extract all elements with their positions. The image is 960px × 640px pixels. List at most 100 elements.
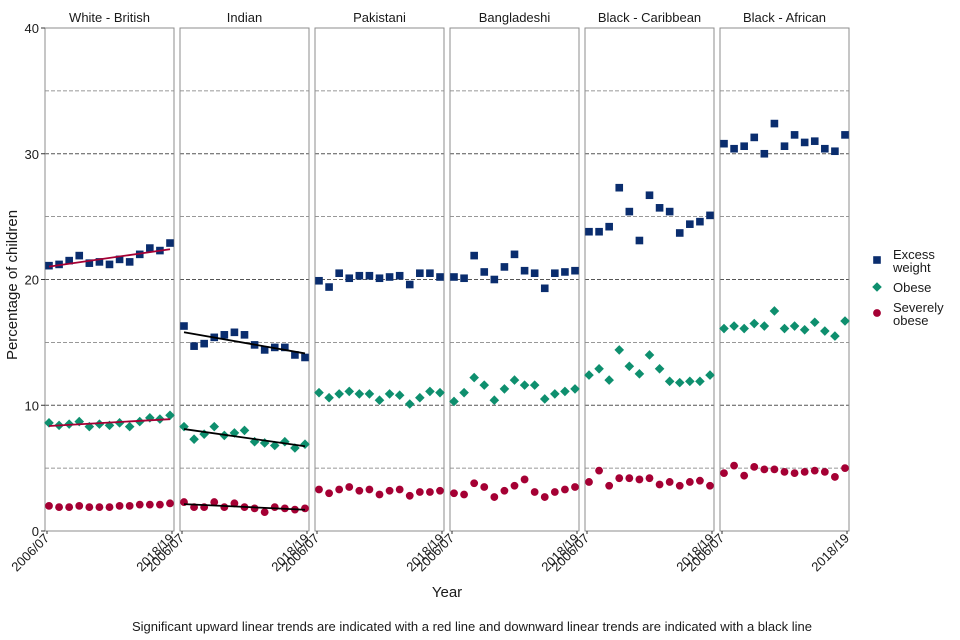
obese-point	[499, 384, 510, 394]
severe-point	[345, 483, 354, 491]
excess-point	[706, 211, 714, 220]
excess-point	[416, 269, 424, 278]
excess-point	[436, 273, 444, 281]
excess-point	[345, 274, 354, 283]
obese-point	[759, 321, 770, 331]
panel-border	[449, 27, 580, 532]
legend: Excess weight Obese Severely obese	[872, 247, 944, 328]
excess-point	[696, 217, 704, 226]
severe-point	[605, 481, 614, 490]
excess-point	[551, 269, 559, 278]
obese-point	[674, 377, 685, 388]
severe-point	[645, 474, 654, 483]
excess-point	[395, 271, 404, 280]
excess-point	[405, 280, 414, 289]
severe-point	[156, 500, 164, 509]
obese-point	[229, 428, 240, 438]
excess-point	[45, 261, 53, 270]
excess-point	[315, 276, 323, 285]
obese-point	[364, 389, 375, 399]
excess-point	[585, 227, 593, 236]
obese-point	[239, 425, 250, 436]
excess-point	[460, 274, 468, 283]
panel-border	[719, 27, 850, 532]
excess-point	[105, 260, 114, 269]
legend-label: Severely obese	[893, 300, 944, 328]
severe-point	[385, 486, 394, 495]
panel-title: Indian	[227, 10, 262, 25]
excess-point	[325, 283, 333, 291]
excess-point	[365, 271, 374, 280]
severe-point	[125, 501, 134, 510]
excess-point	[480, 268, 489, 276]
severe-point	[365, 485, 374, 494]
legend-label: Obese	[893, 280, 931, 295]
severe-trend-line	[183, 503, 306, 511]
excess-point	[831, 147, 839, 156]
obese-point	[584, 370, 594, 380]
severe-point	[436, 486, 444, 495]
obese-point	[290, 443, 300, 453]
excess-point	[355, 271, 364, 280]
excess-point	[385, 273, 394, 281]
excess-point	[281, 343, 289, 352]
severe-point	[426, 488, 434, 496]
obese-point	[789, 321, 800, 331]
excess-point	[301, 353, 309, 362]
severe-point	[675, 481, 684, 490]
excess-point	[561, 268, 569, 276]
obese-point	[624, 361, 635, 372]
obese-point	[354, 389, 365, 399]
severe-point	[315, 485, 323, 494]
excess-point	[635, 236, 644, 245]
obese-point	[779, 323, 790, 334]
obese-point	[394, 390, 405, 400]
obese-legend-key	[872, 282, 882, 292]
severe-point	[460, 490, 468, 499]
severe-point	[550, 488, 559, 496]
obese-point	[830, 331, 840, 341]
severe-point	[595, 466, 603, 475]
excess-point	[65, 256, 73, 265]
y-tick-label: 40	[25, 21, 39, 36]
obese-point	[459, 387, 469, 398]
excess-point	[750, 133, 759, 142]
panel-title: Bangladeshi	[479, 10, 551, 25]
severe-point	[625, 474, 634, 483]
excess-point	[615, 183, 624, 192]
panel-border	[584, 27, 715, 532]
severe-point	[75, 501, 84, 510]
excess-point	[335, 269, 343, 278]
obese-point	[404, 399, 415, 409]
obese-point	[719, 323, 729, 334]
excess-point	[730, 144, 738, 153]
obese-point	[685, 376, 695, 387]
y-axis-title: Percentage of children	[4, 210, 21, 360]
severe-point	[780, 467, 789, 476]
excess-point	[530, 269, 539, 278]
severe-point	[585, 478, 593, 486]
obese-point	[300, 439, 310, 450]
obese-point	[705, 370, 715, 380]
excess-point	[645, 191, 654, 200]
excess-point	[770, 119, 779, 128]
obese-point	[44, 418, 54, 428]
severe-point	[95, 503, 104, 512]
y-tick-label: 0	[32, 524, 39, 539]
excess-point	[190, 342, 198, 350]
excess-point	[490, 275, 499, 284]
severe-point	[696, 476, 704, 485]
severe-point	[530, 488, 539, 496]
obese-point	[509, 375, 520, 385]
excess-point	[841, 131, 849, 139]
excess-point	[595, 227, 603, 236]
severe-point	[325, 489, 333, 498]
excess-point	[520, 266, 529, 275]
obese-point	[695, 376, 705, 387]
panel-title: Black - Caribbean	[598, 10, 701, 25]
severe-point	[355, 486, 364, 495]
obese-point	[425, 386, 435, 397]
excess-point	[95, 258, 104, 266]
